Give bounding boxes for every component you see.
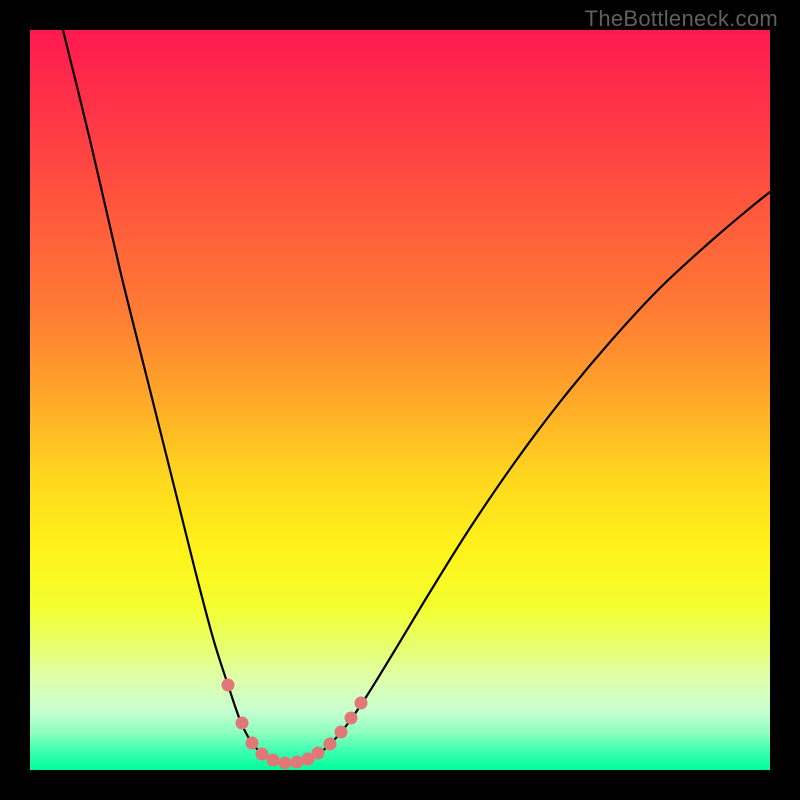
curve-marker (236, 717, 249, 730)
curve-marker (291, 756, 304, 769)
curve-marker (267, 754, 280, 767)
curve-path (58, 10, 770, 764)
curve-marker (324, 738, 337, 751)
curve-marker (355, 697, 368, 710)
curve-markers (222, 679, 368, 770)
curve-marker (279, 757, 292, 770)
watermark-text: TheBottleneck.com (585, 6, 778, 32)
curve-marker (335, 726, 348, 739)
curve-marker (246, 737, 259, 750)
curve-marker (256, 748, 269, 761)
curve-marker (312, 747, 325, 760)
v-curve (30, 30, 770, 770)
plot-area (30, 30, 770, 770)
curve-marker (345, 712, 358, 725)
curve-marker (222, 679, 235, 692)
